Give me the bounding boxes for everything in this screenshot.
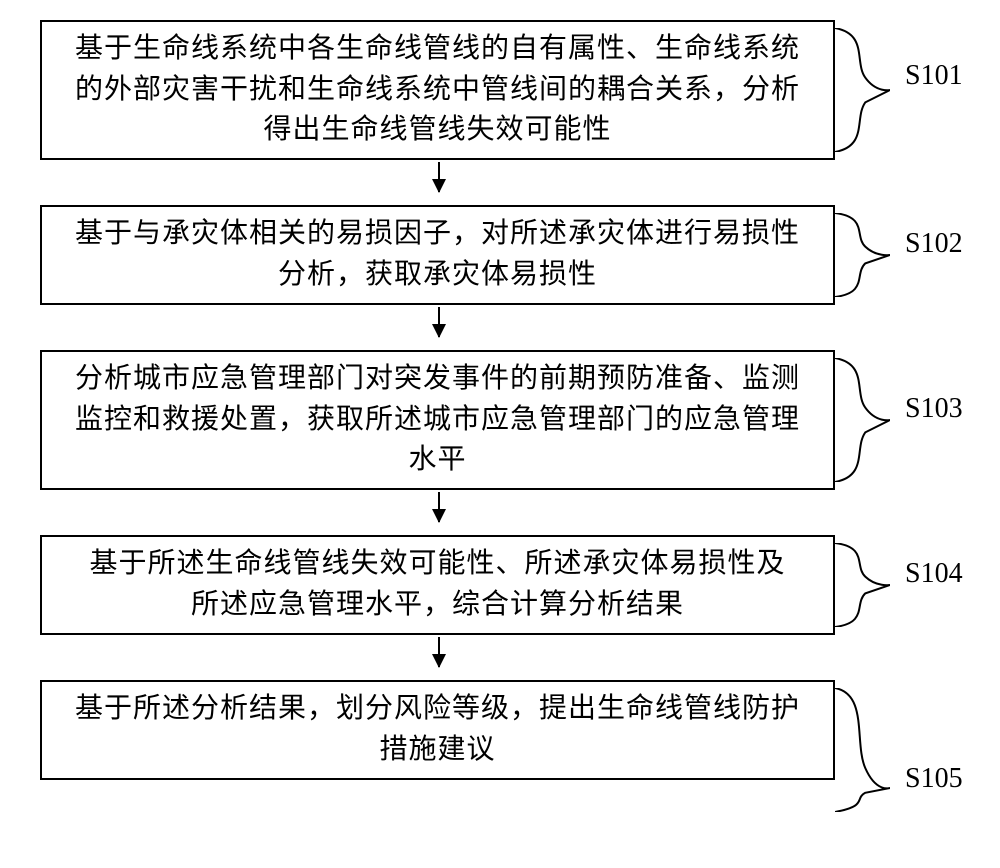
flow-step-label: S102 <box>905 228 963 260</box>
flow-arrow-down <box>438 307 440 337</box>
brace-connector <box>835 688 890 812</box>
flow-step-text: 基于所述分析结果，划分风险等级，提出生命线管线防护 措施建议 <box>75 689 800 770</box>
flow-step-label: S103 <box>905 393 963 425</box>
flow-step-text: 基于所述生命线管线失效可能性、所述承灾体易损性及 所述应急管理水平，综合计算分析… <box>89 544 785 625</box>
flow-step-s103: 分析城市应急管理部门对突发事件的前期预防准备、监测 监控和救援处置，获取所述城市… <box>40 350 835 490</box>
brace-connector <box>835 543 890 627</box>
flow-step-s105: 基于所述分析结果，划分风险等级，提出生命线管线防护 措施建议 <box>40 680 835 780</box>
flow-step-text: 基于与承灾体相关的易损因子，对所述承灾体进行易损性 分析，获取承灾体易损性 <box>75 214 800 295</box>
flow-step-label: S104 <box>905 558 963 590</box>
flowchart-canvas: 基于生命线系统中各生命线管线的自有属性、生命线系统 的外部灾害干扰和生命线系统中… <box>0 0 1000 868</box>
flow-step-label: S101 <box>905 60 963 92</box>
flow-step-text: 基于生命线系统中各生命线管线的自有属性、生命线系统 的外部灾害干扰和生命线系统中… <box>75 29 800 151</box>
brace-connector <box>835 213 890 297</box>
flow-step-label: S105 <box>905 763 963 795</box>
flow-step-s102: 基于与承灾体相关的易损因子，对所述承灾体进行易损性 分析，获取承灾体易损性 <box>40 205 835 305</box>
flow-arrow-down <box>438 492 440 522</box>
flow-step-s101: 基于生命线系统中各生命线管线的自有属性、生命线系统 的外部灾害干扰和生命线系统中… <box>40 20 835 160</box>
flow-step-s104: 基于所述生命线管线失效可能性、所述承灾体易损性及 所述应急管理水平，综合计算分析… <box>40 535 835 635</box>
flow-arrow-down <box>438 162 440 192</box>
brace-connector <box>835 358 890 482</box>
brace-connector <box>835 28 890 152</box>
flow-arrow-down <box>438 637 440 667</box>
flow-step-text: 分析城市应急管理部门对突发事件的前期预防准备、监测 监控和救援处置，获取所述城市… <box>75 359 800 481</box>
